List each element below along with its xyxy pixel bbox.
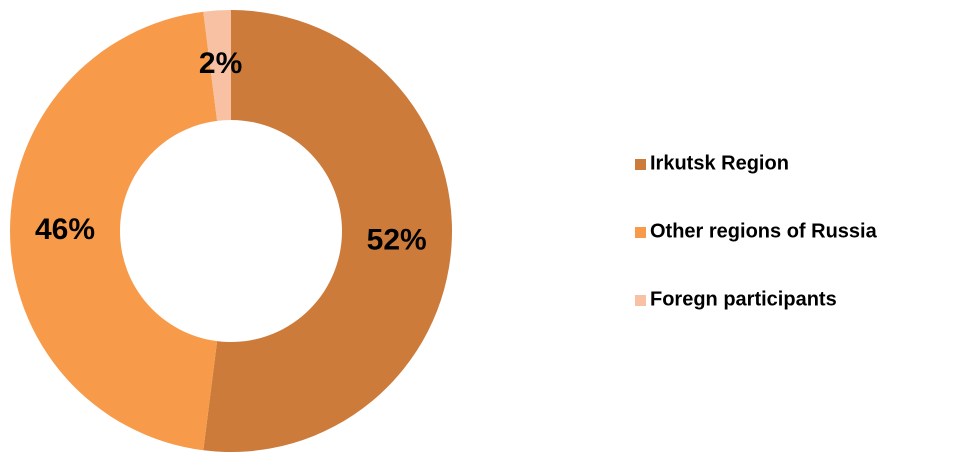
legend-swatch <box>635 295 646 306</box>
slice <box>203 10 452 452</box>
value-label: 2% <box>199 47 242 80</box>
value-label: 46% <box>35 213 95 246</box>
value-label: 52% <box>367 223 427 256</box>
legend-swatch <box>635 227 646 238</box>
legend-label: Irkutsk Region <box>650 152 789 174</box>
slice <box>9 11 218 451</box>
legend-swatch <box>635 159 646 170</box>
slice <box>203 10 231 121</box>
legend-label: Foregn participants <box>650 288 837 310</box>
legend-label: Other regions of Russia <box>650 220 878 242</box>
